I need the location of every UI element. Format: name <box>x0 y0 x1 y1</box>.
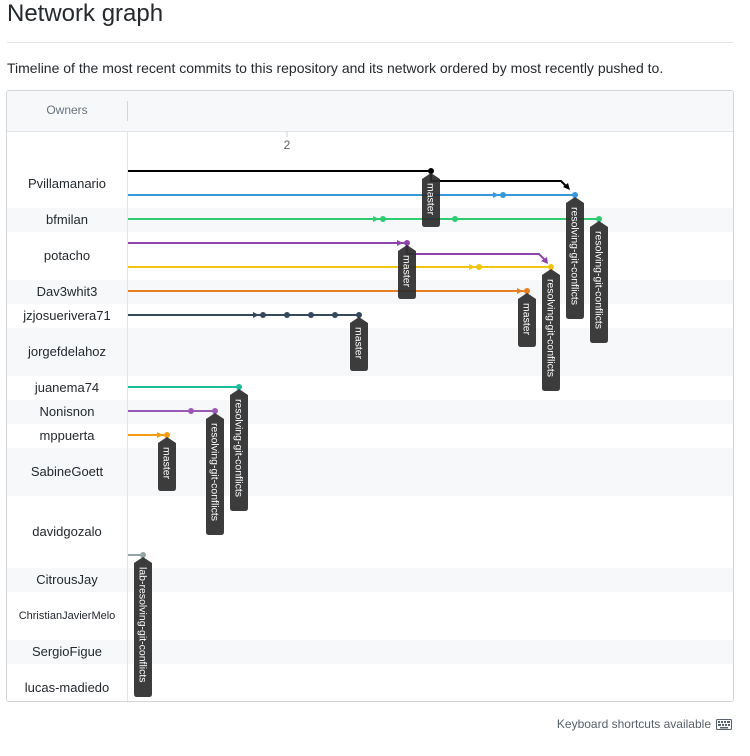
branch-label-tag <box>206 413 224 535</box>
owner-label: CitrousJay <box>36 572 98 587</box>
branch-label[interactable]: master <box>518 293 536 347</box>
branch-line-pvillamanario-master <box>128 168 570 190</box>
branch-label-tag <box>398 245 416 299</box>
branch-label-tag <box>590 221 608 343</box>
branch-label[interactable]: resolving-git-conflicts <box>590 221 608 343</box>
owner-label: jzjosuerivera71 <box>23 308 111 323</box>
branch-label-tag <box>422 173 440 227</box>
owner-label: mppuerta <box>39 428 95 443</box>
network-graph[interactable]: Owners Pvillamanario bfmilan potacho Dav… <box>6 90 734 702</box>
row-band <box>7 448 733 496</box>
branch-label-text: master <box>161 447 173 480</box>
branch-label-tag <box>350 317 368 371</box>
branch-label-tag <box>158 437 176 491</box>
row-band <box>7 328 733 376</box>
page-description: Timeline of the most recent commits to t… <box>7 60 664 76</box>
owner-label: jorgefdelahoz <box>27 344 107 359</box>
owner-label: juanema74 <box>34 380 100 395</box>
owners-divider <box>127 131 128 701</box>
branch-label-text: master <box>425 183 437 216</box>
branch-line-potacho-conflicts <box>128 264 554 270</box>
branch-label-text: master <box>353 327 365 360</box>
branch-label[interactable]: master <box>350 317 368 371</box>
branch-label-tag <box>518 293 536 347</box>
owners-header: Owners <box>46 103 88 117</box>
row-band <box>7 640 733 664</box>
branch-line-jzjosuerivera71 <box>128 312 362 318</box>
branch-line-bfmilan <box>128 216 602 222</box>
owner-label: Pvillamanario <box>27 176 107 191</box>
branch-label[interactable]: resolving-git-conflicts <box>566 197 584 319</box>
branch-label-text: master <box>521 303 533 336</box>
keyboard-shortcuts-link[interactable]: Keyboard shortcuts available <box>557 717 732 731</box>
branch-label-tag <box>542 269 560 391</box>
branch-label-text: resolving-git-conflicts <box>593 231 605 329</box>
owner-label: potacho <box>43 248 91 263</box>
branch-label-tag <box>566 197 584 319</box>
branch-label[interactable]: resolving-git-conflicts <box>230 389 248 511</box>
date-label: 2 <box>284 138 291 152</box>
branch-label-text: resolving-git-conflicts <box>209 423 221 521</box>
owner-label: Nonisnon <box>39 404 95 419</box>
owner-label: ChristianJavierMelo <box>18 610 116 622</box>
branch-label-text: resolving-git-conflicts <box>569 207 581 305</box>
branch-label-text: lab-resolving-git-conflicts <box>137 567 149 683</box>
commit-graph-canvas[interactable]: 2 <box>7 91 733 701</box>
branch-label[interactable]: resolving-git-conflicts <box>542 269 560 391</box>
page-title: Network graph <box>7 0 164 27</box>
branch-line-davidgozalo <box>128 552 146 558</box>
graph-header <box>7 91 733 132</box>
owner-label: Dav3whit3 <box>36 284 98 299</box>
owner-label: davidgozalo <box>32 524 102 539</box>
branch-line-pvillamanario-conflicts <box>128 192 578 198</box>
branch-label-tag <box>134 557 152 697</box>
owner-label: SabineGoett <box>30 464 104 479</box>
branch-label[interactable]: master <box>158 437 176 491</box>
owner-label: bfmilan <box>46 212 88 227</box>
title-divider <box>7 42 733 43</box>
branch-label-tag <box>230 389 248 511</box>
keyboard-shortcuts-text: Keyboard shortcuts available <box>556 717 711 731</box>
branch-label-text: master <box>401 255 413 288</box>
branch-label-text: resolving-git-conflicts <box>233 399 245 497</box>
branch-label[interactable]: master <box>422 173 440 227</box>
branch-line-nonisnon <box>128 408 218 414</box>
branch-line-potacho-master <box>128 240 548 264</box>
branch-line-mppuerta <box>128 432 170 438</box>
owner-label: lucas-madiedo <box>24 680 110 695</box>
branch-label[interactable]: lab-resolving-git-conflicts <box>134 557 152 697</box>
owner-label: SergioFigue <box>31 644 103 659</box>
row-band <box>7 568 733 592</box>
branch-line-dav3whit3 <box>128 288 530 294</box>
branch-line-juanema74 <box>128 384 242 390</box>
branch-label[interactable]: resolving-git-conflicts <box>206 413 224 535</box>
branch-label[interactable]: master <box>398 245 416 299</box>
branch-label-text: resolving-git-conflicts <box>545 279 557 377</box>
keyboard-icon <box>716 718 732 730</box>
header-separator <box>127 101 128 121</box>
